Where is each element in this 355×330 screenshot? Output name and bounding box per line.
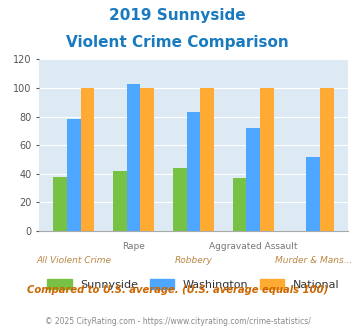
Legend: Sunnyside, Washington, National: Sunnyside, Washington, National [43, 274, 344, 294]
Bar [141, 88, 154, 231]
Bar [246, 128, 260, 231]
Text: Murder & Mans...: Murder & Mans... [274, 256, 352, 265]
Bar [113, 171, 127, 231]
Text: Rape: Rape [122, 242, 145, 251]
Bar [320, 88, 334, 231]
Text: Compared to U.S. average. (U.S. average equals 100): Compared to U.S. average. (U.S. average … [27, 285, 328, 295]
Text: Robbery: Robbery [175, 256, 212, 265]
Bar [127, 84, 141, 231]
Bar [67, 119, 81, 231]
Bar [53, 177, 67, 231]
Bar [306, 157, 320, 231]
Bar [187, 112, 200, 231]
Text: Aggravated Assault: Aggravated Assault [209, 242, 297, 251]
Text: All Violent Crime: All Violent Crime [36, 256, 111, 265]
Bar [173, 168, 187, 231]
Text: 2019 Sunnyside: 2019 Sunnyside [109, 8, 246, 23]
Text: © 2025 CityRating.com - https://www.cityrating.com/crime-statistics/: © 2025 CityRating.com - https://www.city… [45, 317, 310, 326]
Bar [81, 88, 94, 231]
Bar [260, 88, 274, 231]
Bar [200, 88, 214, 231]
Text: Violent Crime Comparison: Violent Crime Comparison [66, 35, 289, 50]
Bar [233, 178, 246, 231]
